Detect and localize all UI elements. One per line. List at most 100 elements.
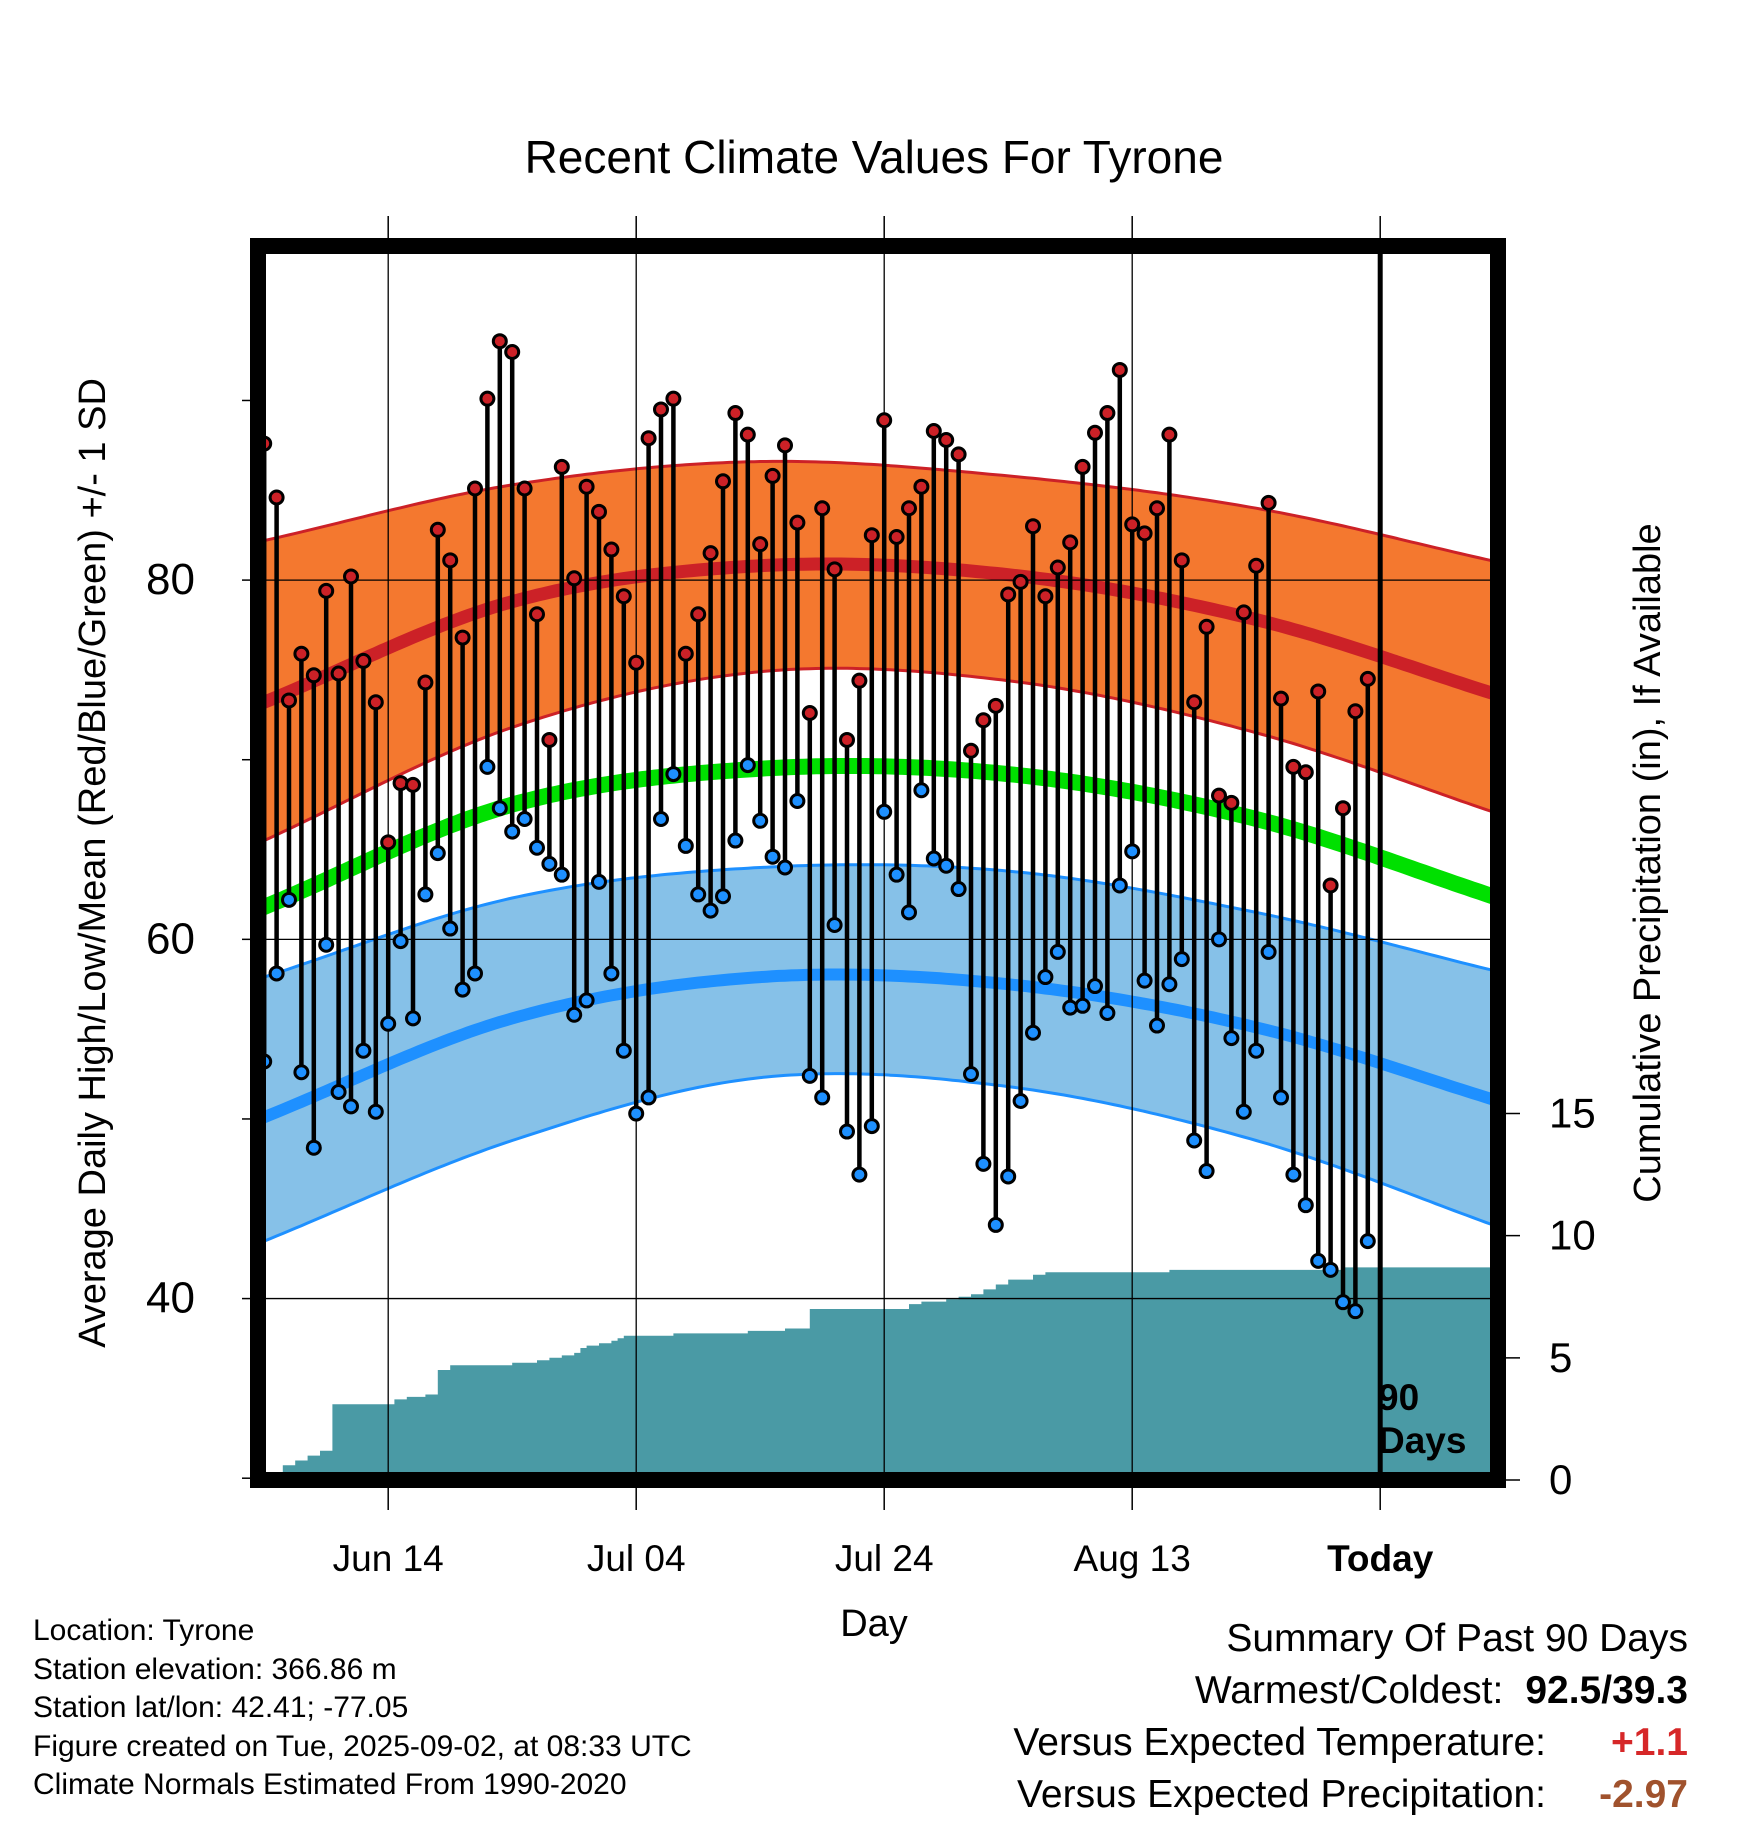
daily-high-point: [1000, 586, 1017, 603]
daily-high-point: [876, 412, 893, 429]
daily-high-point: [566, 570, 583, 587]
daily-high-point: [1049, 559, 1066, 576]
y-axis-label-left: Average Daily High/Low/Mean (Red/Blue/Gr…: [72, 378, 114, 1348]
daily-low-point: [355, 1042, 372, 1059]
daily-high-point: [553, 458, 570, 475]
daily-low-point: [541, 855, 558, 872]
daily-high-point: [1087, 424, 1103, 441]
daily-low-point: [987, 1216, 1004, 1233]
daily-high-point: [1186, 694, 1203, 711]
daily-high-point: [975, 712, 992, 729]
x-axis-label: Day: [840, 1603, 908, 1645]
daily-low-point: [653, 810, 669, 827]
daily-high-point: [355, 652, 372, 669]
daily-low-point: [1297, 1197, 1314, 1214]
daily-high-point: [1074, 458, 1091, 475]
precip-label: Versus Expected Precipitation:: [1017, 1773, 1546, 1816]
summary-warm-cold: Warmest/Coldest: 92.5/39.3: [1013, 1665, 1688, 1717]
y-tick-label: 80: [146, 555, 195, 604]
daily-low-point: [1260, 943, 1277, 960]
daily-low-point: [1359, 1233, 1376, 1250]
daily-high-point: [938, 431, 955, 448]
daily-high-point: [330, 665, 347, 682]
daily-low-point: [429, 845, 446, 862]
daily-high-point: [1310, 683, 1327, 700]
daily-high-point: [442, 552, 459, 569]
daily-low-point: [1025, 1024, 1041, 1041]
daily-high-point: [268, 489, 285, 506]
x-tick-label: Today: [1327, 1538, 1434, 1579]
daily-low-point: [677, 837, 694, 854]
daily-low-point: [1335, 1294, 1351, 1311]
daily-low-point: [690, 886, 707, 903]
daily-high-point: [318, 582, 335, 599]
daily-low-point: [603, 965, 620, 982]
daily-high-point: [963, 742, 979, 759]
daily-low-point: [1074, 997, 1091, 1014]
daily-low-point: [1173, 951, 1190, 968]
daily-high-point: [1335, 800, 1351, 817]
daily-high-point: [1025, 518, 1041, 535]
today-count-label: 90: [1378, 1377, 1419, 1418]
daily-low-point: [293, 1064, 310, 1081]
daily-high-point: [1248, 557, 1265, 574]
daily-high-point: [615, 588, 632, 605]
daily-high-point: [1347, 703, 1364, 720]
precip-tick-label: 15: [1549, 1089, 1596, 1136]
daily-high-point: [603, 541, 620, 558]
daily-high-point: [702, 545, 719, 562]
daily-high-point: [591, 503, 607, 520]
daily-high-point: [1198, 618, 1215, 635]
x-tick-label: Jul 04: [587, 1538, 686, 1579]
daily-high-point: [281, 692, 297, 709]
daily-low-point: [913, 782, 930, 799]
daily-high-point: [777, 437, 793, 454]
daily-high-point: [653, 401, 669, 418]
daily-high-point: [950, 446, 967, 463]
daily-high-point: [1173, 552, 1190, 569]
cumulative-precip-area: [276, 1267, 1498, 1480]
daily-high-point: [491, 333, 508, 350]
chart-title: Recent Climate Values For Tyrone: [525, 131, 1224, 183]
daily-high-point: [925, 423, 942, 440]
daily-low-point: [1285, 1166, 1302, 1183]
daily-high-point: [727, 405, 744, 422]
daily-low-point: [479, 758, 496, 775]
daily-low-point: [1248, 1042, 1265, 1059]
daily-high-point: [1136, 525, 1153, 542]
daily-low-point: [392, 933, 409, 950]
daily-low-point: [752, 812, 769, 829]
low-sd-band: [258, 864, 1498, 1242]
daily-high-point: [1037, 588, 1054, 605]
daily-high-point: [454, 629, 471, 646]
daily-low-point: [1012, 1092, 1029, 1109]
summary-heading: Summary Of Past 90 Days: [1226, 1617, 1688, 1660]
daily-low-point: [1136, 972, 1153, 989]
normal-high-line: [258, 557, 1498, 709]
precip-tick-label: 0: [1549, 1456, 1572, 1503]
daily-high-point: [541, 731, 558, 748]
daily-high-point: [417, 674, 434, 691]
daily-high-point: [628, 654, 645, 671]
daily-low-point: [1037, 969, 1054, 986]
daily-high-point: [913, 478, 930, 495]
daily-low-point: [963, 1066, 979, 1083]
daily-low-point: [950, 881, 967, 898]
daily-low-point: [578, 992, 595, 1009]
summary-panel: Summary Of Past 90 Days Warmest/Coldest:…: [1013, 1613, 1688, 1821]
daily-high-point: [640, 430, 657, 447]
daily-high-point: [888, 528, 905, 545]
daily-low-point: [777, 859, 793, 876]
latlon-text: Station lat/lon: 42.41; -77.05: [33, 1691, 409, 1724]
daily-low-point: [281, 891, 297, 908]
daily-low-point: [330, 1084, 347, 1101]
daily-low-point: [1062, 999, 1079, 1016]
daily-low-point: [640, 1089, 657, 1106]
daily-high-point: [305, 667, 322, 684]
daily-high-point: [429, 521, 446, 538]
daily-high-point: [1099, 405, 1116, 422]
high-upper-edge: [258, 459, 1498, 564]
daily-high-point: [367, 694, 384, 711]
daily-low-point: [789, 793, 806, 810]
